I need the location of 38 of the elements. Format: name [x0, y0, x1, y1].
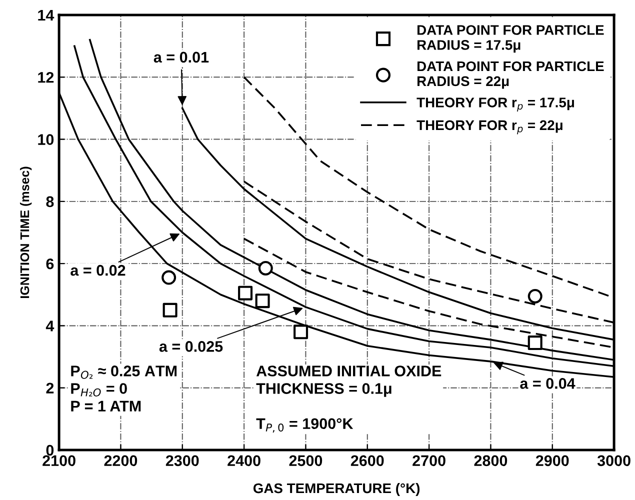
point	[162, 302, 178, 318]
x-tick-label: 2700	[412, 455, 446, 466]
y-tick-label: 10	[38, 134, 54, 145]
y-tick-label: 12	[38, 72, 54, 83]
x-tick-label: 2300	[166, 455, 199, 466]
x-tick-label: 2400	[228, 455, 260, 466]
annotation: a = 0.02	[70, 264, 126, 276]
x-axis-title: GAS TEMPERATURE (°K)	[253, 482, 420, 496]
legend-label: DATA POINT FOR PARTICLE RADIUS = 22μ	[417, 61, 604, 89]
x-tick-label: 2500	[289, 455, 322, 466]
text: ASSUMED INITIAL OXIDE THICKNESS = 0.1μ T$_{P,0}$ = 1900°K	[256, 366, 442, 433]
y-axis-title: IGNITION TIME (msec)	[20, 166, 32, 298]
annotation: a = 0.025	[159, 341, 223, 352]
y-tick-label: 6	[46, 258, 54, 270]
x-tick-label: 2100	[42, 455, 76, 466]
point	[238, 286, 253, 300]
x-tick-label: 3000	[597, 455, 630, 466]
point	[255, 294, 270, 308]
annotation: a = 0.01	[154, 52, 209, 63]
annotation: a = 0.04	[520, 378, 576, 389]
point	[294, 324, 308, 340]
y-tick-label: 14	[38, 10, 54, 21]
legend-label: DATA POINT FOR PARTICLE RADIUS = 17.5μ	[417, 25, 604, 53]
y-tick-label: 8	[46, 196, 54, 208]
y-tick-label: 4	[46, 320, 54, 332]
x-tick-label: 2600	[350, 455, 384, 466]
point	[258, 260, 273, 276]
text: P$_{O₂}$ ≈ 0.25 ATM P$_{H₂O}$ = 0 P = 1 ATM	[71, 366, 177, 412]
point	[528, 288, 542, 304]
legend-label: THEORY FOR r$_{p}$ = 17.5μ	[416, 98, 574, 112]
x-tick-label: 2800	[474, 455, 508, 466]
y-tick-label: 0	[46, 444, 54, 456]
x-tick-label: 2200	[104, 455, 138, 466]
legend-label: THEORY FOR r$_{p}$ = 22μ	[416, 120, 562, 134]
y-tick-label: 2	[46, 382, 54, 394]
point	[528, 336, 542, 350]
point	[162, 270, 176, 285]
x-tick-label: 2900	[536, 455, 569, 466]
